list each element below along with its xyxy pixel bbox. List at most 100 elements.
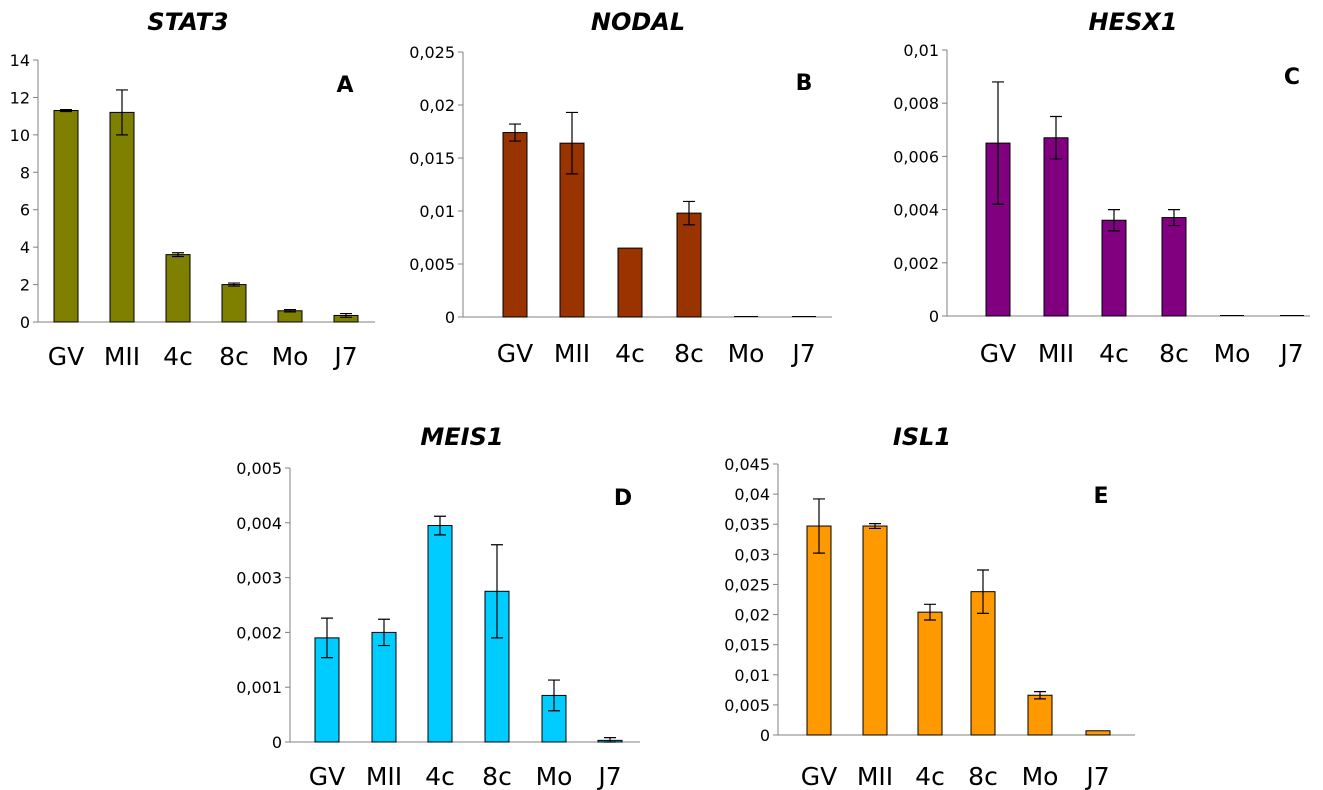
error-bar-mo	[284, 309, 296, 313]
y-tick-label: 0,001	[236, 678, 282, 697]
y-tick-label: 0,01	[903, 41, 939, 60]
error-bar-j7	[340, 312, 352, 318]
bar-4c	[917, 611, 943, 736]
x-tick-label: 4c	[425, 762, 455, 790]
y-tick-label: 0,025	[724, 575, 770, 594]
y-tick-label: 0	[20, 313, 30, 332]
y-tick-label: 14	[10, 51, 30, 70]
x-tick-label: 4c	[163, 342, 193, 371]
error-bar-8c	[491, 544, 503, 639]
y-tick-label: 0,003	[236, 569, 282, 588]
x-tick-label: MII	[1038, 339, 1074, 368]
x-tick-label: J7	[332, 342, 357, 371]
y-tick-label: 0,03	[734, 545, 770, 564]
y-tick-label: 0,04	[734, 485, 770, 504]
panel-letter: B	[796, 71, 813, 96]
chart-title: MEIS1	[420, 423, 503, 451]
chart-panel-c: HESX1 C 0 0,002 0,004 0,006 0,008 0,01 GV MII 4c 8c…	[893, 8, 1310, 368]
error-bar-4c	[434, 515, 446, 536]
bar-4c	[427, 525, 453, 743]
y-tick-label: 0,02	[734, 606, 770, 625]
x-tick-label: 4c	[615, 339, 645, 368]
y-tick-label: 4	[20, 238, 30, 257]
y-tick-label: 0,045	[724, 455, 770, 474]
x-tick-label: GV	[48, 342, 84, 371]
chart-panel-e: ISL1 E 0 0,005 0,01 0,015 0,02 0,025 0,03 0,035 0,…	[724, 423, 1135, 790]
chart-panel-a: STAT3 A 0 2 4 6 8 10 12 14 GV MII 4c 8c Mo J7	[10, 8, 375, 371]
error-bar-mii	[566, 111, 578, 175]
error-bar-8c	[683, 200, 695, 226]
x-tick-label: 8c	[482, 762, 512, 790]
error-bar-mii	[1050, 115, 1062, 160]
error-bar-gv	[813, 498, 825, 554]
bar-8c	[970, 591, 996, 736]
error-bar-gv	[321, 617, 333, 659]
bar-gv	[502, 132, 528, 318]
y-tick-label: 0,015	[724, 636, 770, 655]
y-tick-label: 0,01	[734, 666, 770, 685]
y-tick-label: 0,015	[409, 149, 455, 168]
panel-letter: E	[1093, 484, 1108, 509]
y-tick-label: 0,004	[893, 201, 939, 220]
chart-title: STAT3	[147, 8, 228, 36]
x-tick-label: 8c	[674, 339, 704, 368]
bar-j7	[1085, 730, 1111, 736]
x-tick-label: MII	[104, 342, 140, 371]
x-tick-label: 4c	[915, 762, 945, 790]
chart-title: NODAL	[591, 8, 685, 36]
x-tick-label: MII	[857, 762, 893, 790]
y-tick-label: 10	[10, 126, 30, 145]
error-bar-mo	[548, 679, 560, 712]
y-tick-label: 0,004	[236, 514, 282, 533]
error-bar-j7	[604, 737, 616, 743]
x-tick-label: 8c	[968, 762, 998, 790]
x-tick-label: 4c	[1099, 339, 1129, 368]
chart-title: ISL1	[893, 423, 951, 451]
y-tick-label: 12	[10, 88, 30, 107]
error-bar-gv	[60, 108, 72, 113]
bar-mii	[862, 525, 888, 736]
x-tick-label: MII	[554, 339, 590, 368]
error-bar-4c	[1108, 209, 1120, 232]
error-bar-8c	[228, 282, 240, 287]
error-bar-8c	[1168, 209, 1180, 227]
x-tick-label: Mo	[272, 342, 309, 371]
y-tick-label: 8	[20, 163, 30, 182]
bar-gv	[806, 525, 832, 736]
error-bar-gv	[992, 81, 1004, 205]
bar-8c	[676, 212, 702, 318]
x-tick-label: Mo	[536, 762, 573, 790]
y-tick-label: 0,035	[724, 515, 770, 534]
chart-panel-d: MEIS1 D 0 0,001 0,002 0,003 0,004 0,005 GV MII 4c 8…	[236, 423, 640, 790]
bar-4c	[1101, 219, 1127, 317]
y-tick-label: 0,005	[724, 696, 770, 715]
bar-mii	[1043, 137, 1069, 317]
y-tick-label: 0,02	[419, 96, 455, 115]
x-tick-label: 8c	[219, 342, 249, 371]
panel-letter: D	[614, 486, 632, 511]
x-tick-label: J7	[1278, 339, 1303, 368]
chart-title: HESX1	[1089, 8, 1178, 36]
y-tick-label: 0	[929, 307, 939, 326]
x-tick-label: GV	[497, 339, 533, 368]
x-tick-label: Mo	[1214, 339, 1251, 368]
error-bar-mii	[116, 89, 128, 136]
error-bar-mii	[869, 523, 881, 530]
y-tick-label: 2	[20, 276, 30, 295]
y-tick-label: 0,006	[893, 147, 939, 166]
error-bar-mii	[378, 618, 390, 647]
panel-letter: C	[1284, 65, 1300, 90]
x-tick-label: J7	[790, 339, 815, 368]
bar-mo	[1027, 694, 1053, 736]
error-bar-gv	[509, 123, 521, 142]
x-tick-label: J7	[1084, 762, 1109, 790]
error-bar-mo	[1034, 691, 1046, 700]
y-tick-label: 0,008	[893, 94, 939, 113]
x-tick-label: GV	[801, 762, 837, 790]
y-tick-label: 0,01	[419, 202, 455, 221]
x-tick-label: GV	[980, 339, 1016, 368]
x-tick-label: MII	[366, 762, 402, 790]
y-tick-label: 6	[20, 201, 30, 220]
x-tick-label: Mo	[728, 339, 765, 368]
